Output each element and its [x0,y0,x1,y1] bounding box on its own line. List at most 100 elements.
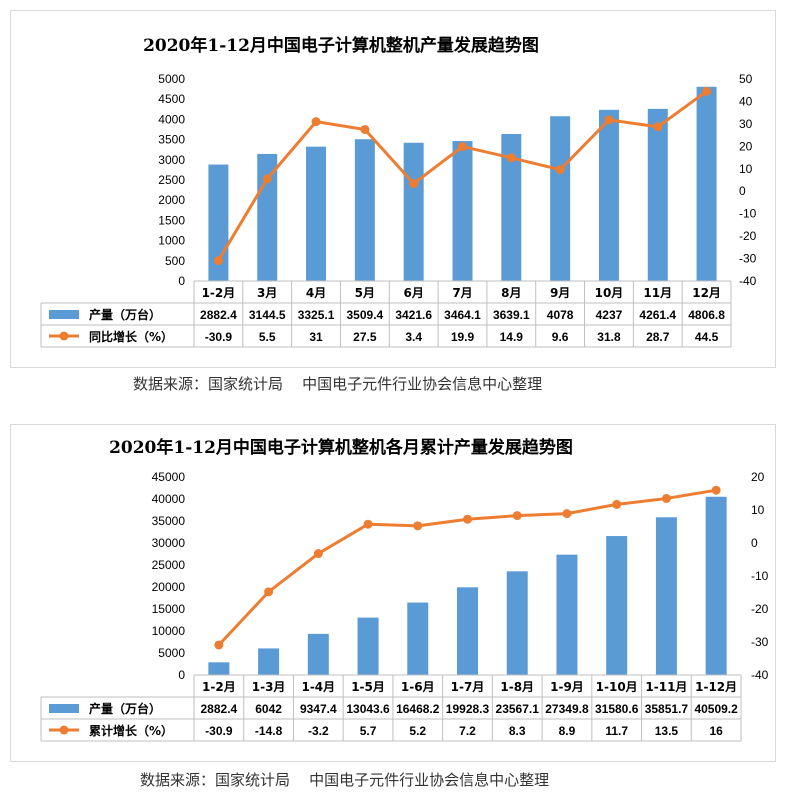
y-left-tick-label: 5000 [158,646,185,660]
y-left-tick-label: 20000 [152,580,186,594]
x-tick-label: 6月 [404,286,424,300]
y-left-tick-label: 15000 [152,602,186,616]
chart-panel-cumulative: 2020年1-12月中国电子计算机整机各月累计产量发展趋势图 0 5000 10000… [10,424,776,762]
legend-label-line: 累计增长（%） [89,723,173,738]
x-tick-label: 9月 [550,286,570,300]
bar [257,153,278,281]
y-right-tick-label: 40 [739,94,753,108]
data-label-bar: 2882.4 [201,702,238,716]
data-label-bar: 3639.1 [493,308,530,322]
x-tick-label: 4月 [306,286,326,300]
data-label-bar: 27349.8 [545,702,589,716]
x-tick-label: 1-6月 [401,680,435,694]
data-label-bar: 6042 [255,702,282,716]
x-tick-label: 1-5月 [351,680,385,694]
line-point [363,519,373,529]
y-left-tick-label: 45000 [152,470,186,484]
bar [457,587,478,675]
line-point [262,174,272,184]
bar [606,536,628,675]
bar [501,133,522,281]
y-left-tick-label: 0 [178,668,185,682]
y-left-tick-label: 2500 [158,173,185,187]
data-label-bar: 3421.6 [395,308,432,322]
legend-swatch-marker [59,331,69,341]
bar [550,116,571,281]
y-right-tick-label: 10 [739,162,753,176]
data-label-line: -30.9 [205,330,233,344]
chart-monthly: 2020年1-12月中国电子计算机整机产量发展趋势图05001000150020… [40,35,757,348]
x-tick-label: 1-10月 [596,680,638,694]
chart-title: 2020年1-12月中国电子计算机整机各月累计产量发展趋势图 [109,437,573,458]
data-label-bar: 16468.2 [396,702,440,716]
y-right-tick-label: 10 [751,503,765,517]
data-label-bar: 31580.6 [595,702,639,716]
x-tick-label: 1-8月 [500,680,534,694]
data-label-line: 31.8 [597,330,621,344]
line-point [409,179,419,189]
y-left-tick-label: 3000 [158,153,185,167]
bar [452,141,473,281]
data-label-bar: 3464.1 [444,308,481,322]
data-label-bar: 4806.8 [688,308,725,322]
y-right-tick-label: 20 [739,139,753,153]
y-right-tick-label: -10 [739,207,757,221]
y-left-tick-label: 10000 [152,624,186,638]
y-left-tick-label: 500 [165,254,185,268]
line-point [313,549,323,559]
bar [357,617,379,675]
data-label-bar: 4237 [596,308,623,322]
data-label-bar: 3325.1 [298,308,335,322]
data-label-bar: 19928.3 [446,702,490,716]
line-point [458,142,467,152]
legend-label-bar: 产量（万台） [89,307,161,322]
line-point [311,117,321,127]
x-tick-label: 1-3月 [252,680,286,694]
bar [655,517,677,675]
y-right-tick-label: 0 [751,536,758,550]
y-left-tick-label: 30000 [152,536,186,550]
x-tick-label: 1-4月 [301,680,335,694]
chart-cumulative: 2020年1-12月中国电子计算机整机各月累计产量发展趋势图 0 5000 10000… [40,437,769,742]
y-left-tick-label: 4500 [158,92,185,106]
line-point [360,125,370,134]
y-left-tick-label: 4000 [158,112,185,126]
y-left-tick-label: 3500 [158,133,185,147]
line-point [506,153,516,163]
y-left-tick-label: 0 [178,274,185,288]
y-left-tick-label: 40000 [152,492,186,506]
data-label-line: 11.7 [605,724,628,738]
data-label-line: 31 [309,330,323,344]
legend-label-line: 同比增长（%） [89,329,173,344]
y-left-tick-label: 5000 [158,72,185,86]
y-left-tick-label: 25000 [152,558,186,572]
y-right-tick-label: 50 [739,72,753,86]
y-right-tick-label: 30 [739,117,753,131]
data-label-line: 9.6 [552,330,569,344]
line-point [214,640,224,650]
x-tick-label: 1-12月 [695,680,737,694]
data-label-line: -14.8 [255,724,283,738]
data-label-line: 27.5 [353,330,377,344]
x-tick-label: 7月 [452,286,472,300]
x-tick-label: 12月 [692,286,721,300]
data-label-bar: 4261.4 [639,308,676,322]
data-label-bar: 23567.1 [496,702,540,716]
data-label-line: 44.5 [695,330,719,344]
data-label-line: 8.3 [509,724,526,738]
line-point [711,485,721,495]
line-point [661,493,671,503]
data-label-line: -30.9 [205,724,233,738]
source-note-monthly: 数据来源：国家统计局 中国电子元件行业协会信息中心整理 [133,375,543,393]
bar [403,142,424,281]
x-tick-label: 1-7月 [451,680,485,694]
bar [647,108,668,281]
y-right-tick-label: -30 [739,252,757,266]
x-tick-label: 3月 [257,286,277,300]
chart-title: 2020年1-12月中国电子计算机整机产量发展趋势图 [143,35,539,56]
data-label-bar: 4078 [547,308,574,322]
bar [696,86,717,281]
x-tick-label: 10月 [595,286,624,300]
line-point [264,587,274,597]
data-label-line: 7.2 [459,724,476,738]
